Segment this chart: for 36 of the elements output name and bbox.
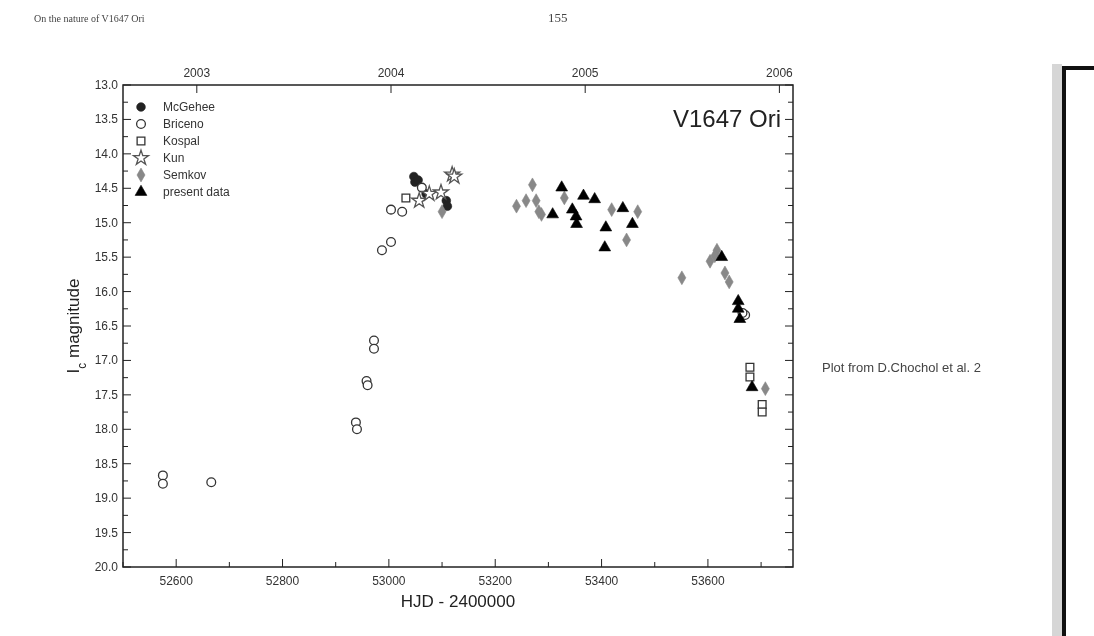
y-tick-label: 14.5	[94, 181, 119, 196]
text: On the nature of V1647 Ori	[34, 13, 145, 24]
legend-label: Briceno	[163, 117, 205, 131]
x-tick-label: 53400	[584, 574, 619, 588]
legend-label: McGehee	[163, 100, 216, 114]
text: 155	[548, 10, 568, 25]
x2-tick-label: 2004	[377, 66, 405, 80]
y-tick-label: 13.5	[94, 112, 119, 127]
legend-label: Kospal	[163, 134, 200, 148]
legend-label: Kun	[163, 151, 185, 165]
y-tick-label: 20.0	[94, 560, 119, 574]
y-tick-label: 16.5	[94, 319, 119, 333]
y-tick-label: 18.0	[94, 422, 119, 437]
x-tick-label: 53600	[691, 574, 725, 588]
y-tick-label: 14.0	[94, 146, 119, 161]
legend-label: present data	[163, 185, 231, 199]
x-tick-label: 52800	[265, 574, 300, 588]
y-tick-label: 17.0	[94, 353, 119, 368]
legend-label: Semkov	[163, 168, 207, 182]
y-tick-label: 15.5	[94, 250, 119, 265]
text: Plot from D.Chochol et al. 2	[822, 360, 981, 375]
y-tick-label: 15.0	[94, 215, 119, 230]
x-axis-title: HJD - 2400000	[400, 592, 516, 611]
y-tick-label: 19.0	[94, 491, 119, 506]
y-tick-label: 18.5	[94, 456, 119, 471]
y-tick-label: 17.5	[94, 387, 119, 402]
y-tick-label: 13.0	[94, 78, 119, 92]
x2-tick-label: 2003	[183, 66, 211, 80]
x2-tick-label: 2005	[571, 66, 599, 80]
x-tick-label: 53200	[478, 574, 513, 588]
y-tick-label: 19.5	[94, 525, 119, 540]
y-tick-label: 16.0	[94, 284, 119, 299]
x-tick-label: 53000	[372, 574, 406, 588]
text: V1647 Ori	[672, 105, 781, 132]
x-tick-label: 52600	[159, 574, 194, 588]
x2-tick-label: 2006	[766, 66, 794, 80]
